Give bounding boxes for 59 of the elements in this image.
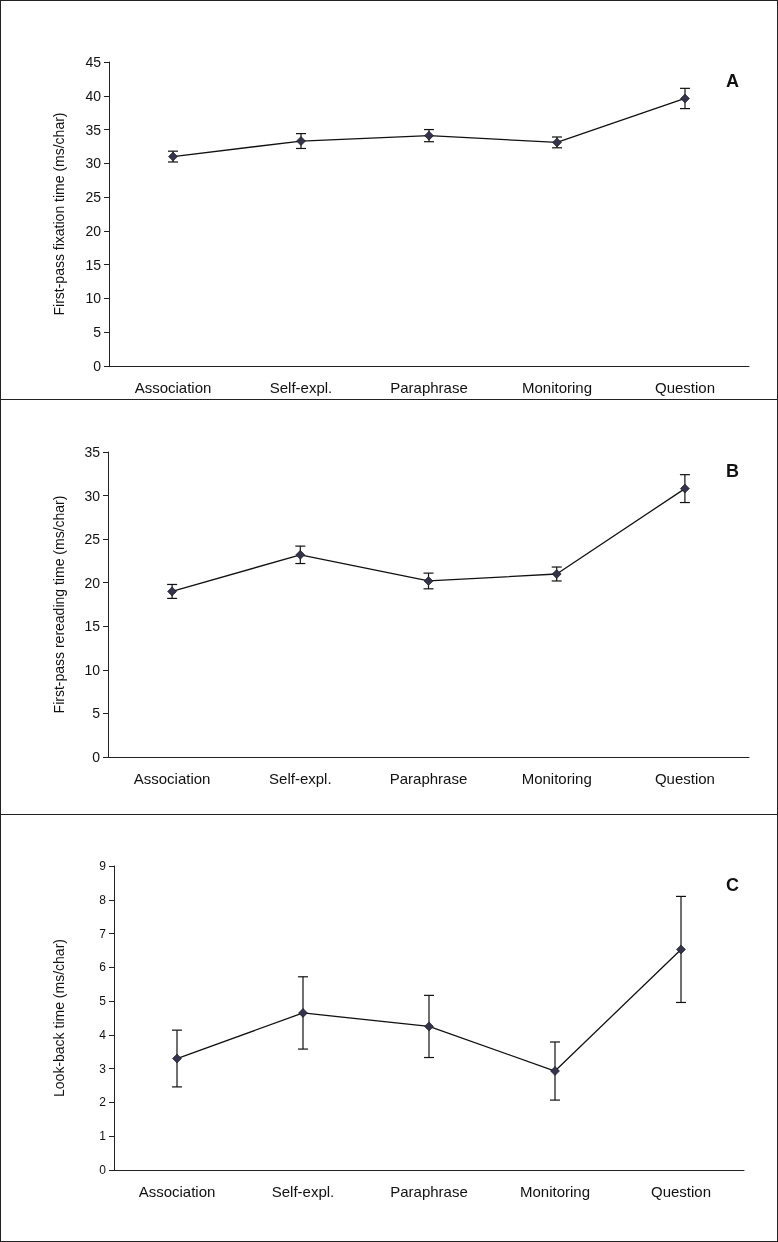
y-tick-label: 15 [84,618,101,635]
y-tick-label: 45 [85,54,102,70]
y-tick-label: 25 [85,189,102,206]
y-tick-label: 25 [84,531,101,548]
x-tick-label: Question [654,379,716,396]
y-tick-label: 30 [85,155,102,172]
y-tick-label: 20 [84,574,101,591]
y-axis-title: First-pass rereading time (ms/char) [51,495,67,714]
y-tick-label: 5 [93,324,102,341]
point [172,1053,182,1064]
point [423,576,434,586]
x-tick-label: Monitoring [521,379,593,396]
y-tick-label: 8 [99,892,107,907]
annotation: A [726,71,739,91]
x-tick-label: Paraphrase [389,770,468,787]
point [298,1008,308,1018]
x-tick-label: Monitoring [521,770,592,787]
y-tick-label: 2 [99,1095,107,1110]
y-tick-label: 5 [99,994,107,1009]
y-tick-label: 1 [99,1129,107,1144]
x-tick-label: Association [134,379,212,396]
x-tick-label: Monitoring [519,1183,591,1200]
y-tick-label: 9 [99,859,107,873]
y-tick-label: 0 [92,749,101,765]
y-tick-label: 35 [85,121,102,138]
point [424,1021,434,1032]
x-tick-label: Self-expl. [269,379,333,396]
x-tick-label: Association [138,1183,216,1200]
x-tick-label: Self-expl. [271,1183,335,1200]
y-tick-label: 3 [99,1061,107,1076]
x-tick-label: Question [650,1183,712,1200]
point [296,136,306,146]
y-tick-label: 40 [85,87,102,104]
y-tick-label: 6 [99,960,107,975]
x-tick-label: Association [133,770,211,787]
y-tick-label: 4 [99,1027,107,1042]
annotation: C [726,875,739,895]
y-tick-label: 15 [85,256,102,273]
y-tick-label: 5 [92,705,101,722]
annotation: B [726,461,739,481]
point [680,93,690,104]
point [550,1066,560,1076]
point [680,483,690,494]
x-tick-label: Paraphrase [390,379,468,396]
x-tick-label: Paraphrase [390,1183,468,1200]
point [676,944,686,955]
y-axis-title: First-pass fixation time (ms/char) [51,112,67,316]
y-tick-label: 10 [84,661,101,678]
y-tick-label: 0 [93,358,102,374]
y-tick-label: 35 [84,444,101,460]
y-tick-label: 20 [85,222,102,239]
point [295,550,306,560]
x-tick-label: Self-expl. [269,770,332,787]
x-tick-label: Question [654,770,715,787]
y-tick-label: 7 [99,926,107,941]
y-tick-label: 30 [84,487,101,504]
y-axis-title: Look-back time (ms/char) [51,939,67,1097]
y-tick-label: 0 [99,1163,107,1177]
y-tick-label: 10 [85,290,102,307]
